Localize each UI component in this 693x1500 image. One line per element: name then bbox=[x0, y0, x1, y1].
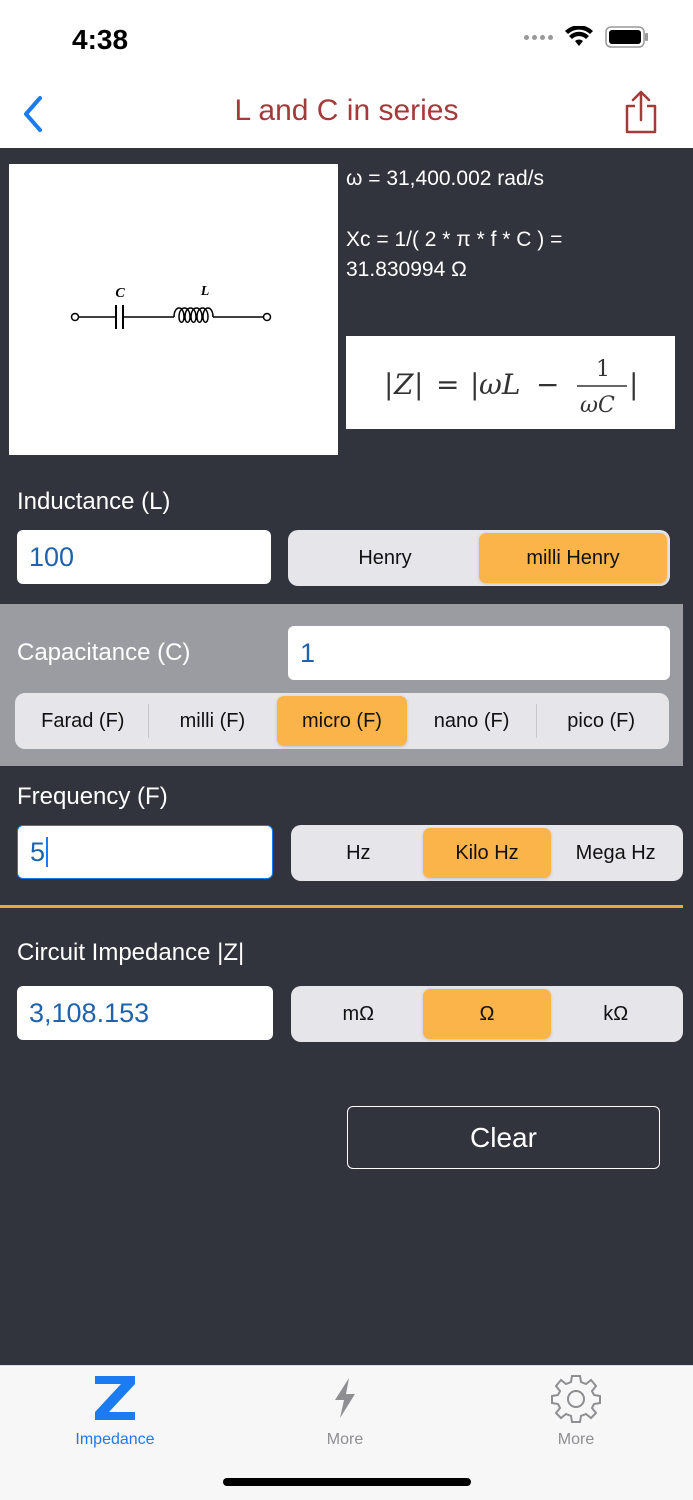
home-indicator bbox=[223, 1478, 471, 1486]
unit-hz[interactable]: Hz bbox=[346, 841, 371, 864]
impedance-label: Circuit Impedance |Z| bbox=[17, 939, 245, 966]
inductance-input[interactable]: 100 bbox=[17, 530, 271, 584]
status-bar: 4:38 bbox=[0, 0, 693, 80]
signal-icon bbox=[524, 34, 553, 40]
frequency-unit-segment: Hz Kilo Hz Mega Hz bbox=[291, 825, 683, 881]
capacitance-unit-segment: Farad (F) milli (F) micro (F) nano (F) p… bbox=[15, 693, 669, 749]
impedance-unit-segment: mΩ Ω kΩ bbox=[291, 986, 683, 1042]
text-cursor bbox=[46, 837, 49, 867]
clear-button[interactable]: Clear bbox=[347, 1106, 660, 1169]
unit-ohm[interactable]: Ω bbox=[422, 989, 552, 1039]
capacitor-label: C bbox=[115, 286, 125, 301]
unit-micro-farad[interactable]: micro (F) bbox=[277, 696, 407, 746]
share-icon[interactable] bbox=[623, 90, 659, 134]
z-icon bbox=[95, 1376, 135, 1420]
tab-bar: Impedance More More bbox=[0, 1365, 693, 1500]
svg-text:|: | bbox=[470, 368, 479, 401]
navigation-bar: L and C in series bbox=[0, 80, 693, 148]
lc-series-schematic: C L bbox=[70, 284, 272, 329]
tab-label-more-2: More bbox=[557, 1431, 595, 1448]
battery-icon bbox=[605, 26, 648, 48]
xc-result: Xc = 1/( 2 * π * f * C ) = 31.830994 Ω bbox=[346, 225, 676, 285]
capacitance-input[interactable]: 1 bbox=[288, 626, 670, 680]
unit-kilo-ohm[interactable]: kΩ bbox=[603, 1002, 629, 1025]
tab-more-2[interactable]: More bbox=[506, 1372, 646, 1449]
frequency-value: 5 bbox=[30, 836, 46, 867]
tab-label-more-1: More bbox=[326, 1431, 364, 1448]
frequency-input[interactable]: 5 bbox=[17, 825, 273, 879]
status-icons bbox=[524, 26, 649, 48]
xc-value-text: 31.830994 Ω bbox=[346, 258, 467, 281]
unit-mega-hz[interactable]: Mega Hz bbox=[575, 841, 656, 864]
lightning-icon bbox=[335, 1378, 355, 1418]
svg-text:|: | bbox=[384, 368, 393, 401]
svg-text:ωL: ωL bbox=[479, 368, 520, 401]
status-time: 4:38 bbox=[72, 24, 129, 55]
impedance-output: 3,108.153 bbox=[17, 986, 273, 1040]
inductance-label: Inductance (L) bbox=[17, 488, 171, 515]
wifi-icon bbox=[565, 26, 593, 46]
unit-milli-farad[interactable]: milli (F) bbox=[147, 696, 278, 746]
tab-impedance[interactable]: Impedance bbox=[45, 1372, 185, 1449]
impedance-formula-image: | Z | = | ωL − 1 ωC | bbox=[346, 336, 675, 429]
back-chevron-icon[interactable] bbox=[18, 94, 48, 134]
svg-text:−: − bbox=[536, 368, 559, 401]
svg-text:|: | bbox=[414, 368, 423, 401]
unit-pico-farad[interactable]: pico (F) bbox=[536, 696, 666, 746]
svg-text:1: 1 bbox=[596, 357, 610, 382]
omega-result: ω = 31,400.002 rad/s bbox=[346, 167, 544, 190]
inductor-label: L bbox=[200, 284, 210, 299]
unit-henry[interactable]: Henry bbox=[358, 546, 412, 569]
svg-text:ωC: ωC bbox=[580, 393, 615, 418]
gear-icon bbox=[551, 1375, 601, 1423]
xc-formula-text: Xc = 1/( 2 * π * f * C ) = bbox=[346, 228, 563, 251]
divider bbox=[0, 905, 683, 908]
circuit-diagram: C L bbox=[9, 164, 338, 455]
inductance-unit-segment: Henry milli Henry bbox=[288, 530, 670, 586]
unit-kilo-hz[interactable]: Kilo Hz bbox=[422, 828, 552, 878]
unit-milli-henry[interactable]: milli Henry bbox=[479, 533, 667, 583]
impedance-formula-graphic: | Z | = | ωL − 1 ωC | bbox=[384, 357, 638, 418]
svg-text:|: | bbox=[629, 368, 638, 401]
page-title: L and C in series bbox=[234, 94, 459, 127]
tab-more-1[interactable]: More bbox=[275, 1372, 415, 1449]
svg-text:=: = bbox=[436, 368, 459, 401]
unit-nano-farad[interactable]: nano (F) bbox=[433, 709, 510, 732]
svg-text:Z: Z bbox=[393, 368, 414, 401]
unit-farad[interactable]: Farad (F) bbox=[41, 709, 125, 732]
capacitance-label: Capacitance (C) bbox=[17, 639, 191, 666]
frequency-label: Frequency (F) bbox=[17, 783, 168, 810]
unit-milli-ohm[interactable]: mΩ bbox=[342, 1002, 375, 1025]
tab-label-impedance: Impedance bbox=[75, 1431, 155, 1448]
